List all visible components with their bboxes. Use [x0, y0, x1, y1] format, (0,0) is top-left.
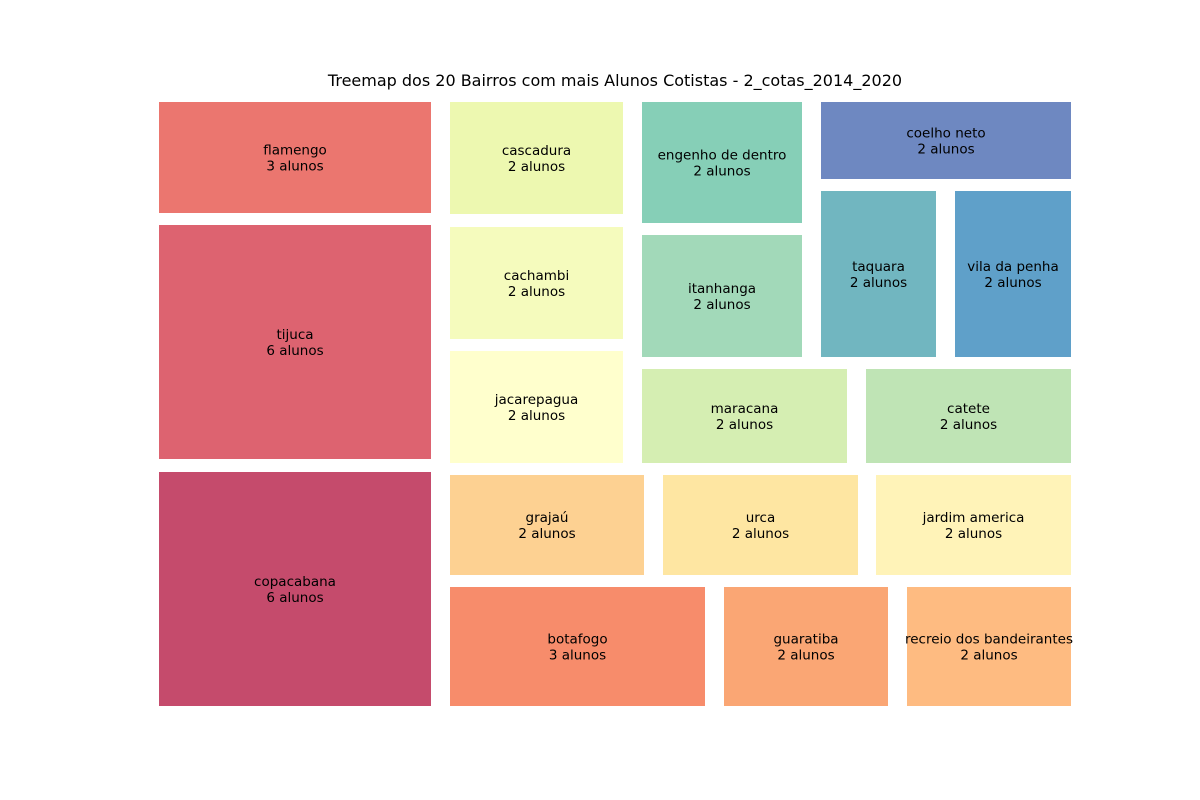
- tile-name-label: jardim america: [922, 510, 1025, 526]
- treemap-tile-rect: [450, 475, 644, 575]
- tile-value-label: 2 alunos: [945, 526, 1002, 542]
- treemap-tile-rect: [821, 102, 1071, 179]
- treemap-tile-rect: [450, 102, 623, 214]
- tile-value-label: 2 alunos: [693, 297, 750, 313]
- tile-name-label: maracana: [711, 401, 779, 417]
- tile-value-label: 2 alunos: [508, 408, 565, 424]
- tile-name-label: coelho neto: [906, 126, 985, 142]
- tile-name-label: urca: [746, 510, 776, 526]
- tile-name-label: guaratiba: [773, 632, 838, 648]
- tile-value-label: 2 alunos: [716, 417, 773, 433]
- treemap-tile-rect: [642, 235, 802, 357]
- tile-value-label: 2 alunos: [850, 275, 907, 291]
- tile-value-label: 2 alunos: [960, 648, 1017, 664]
- tile-value-label: 2 alunos: [508, 284, 565, 300]
- treemap-tile-rect: [450, 227, 623, 339]
- treemap-tile-rect: [450, 587, 705, 706]
- tile-name-label: vila da penha: [967, 259, 1058, 275]
- treemap-tile-rect: [866, 369, 1071, 463]
- tile-name-label: catete: [947, 401, 990, 417]
- tile-name-label: botafogo: [547, 632, 607, 648]
- treemap-tile-rect: [450, 351, 623, 463]
- tile-name-label: tijuca: [276, 327, 313, 343]
- tile-value-label: 2 alunos: [693, 164, 750, 180]
- treemap-tile-rect: [907, 587, 1071, 706]
- tile-value-label: 6 alunos: [266, 590, 323, 606]
- tile-name-label: grajaú: [526, 510, 569, 526]
- tile-name-label: copacabana: [254, 574, 336, 590]
- tile-name-label: flamengo: [263, 143, 327, 159]
- treemap-tile-rect: [159, 472, 431, 706]
- treemap-tile-rect: [663, 475, 858, 575]
- tile-value-label: 3 alunos: [266, 159, 323, 175]
- tile-name-label: taquara: [852, 259, 905, 275]
- tile-value-label: 6 alunos: [266, 343, 323, 359]
- tile-name-label: itanhanga: [688, 281, 756, 297]
- tile-value-label: 2 alunos: [732, 526, 789, 542]
- treemap-tile-rect: [642, 102, 802, 223]
- treemap-tile-rect: [724, 587, 888, 706]
- tile-value-label: 2 alunos: [508, 159, 565, 175]
- treemap-tile-rect: [821, 191, 936, 357]
- treemap-tile-rect: [159, 225, 431, 459]
- tile-value-label: 2 alunos: [917, 142, 974, 158]
- tile-name-label: jacarepagua: [494, 392, 579, 408]
- treemap-tile-rect: [159, 102, 431, 213]
- tile-value-label: 2 alunos: [518, 526, 575, 542]
- tile-value-label: 2 alunos: [940, 417, 997, 433]
- chart-title: Treemap dos 20 Bairros com mais Alunos C…: [327, 71, 903, 90]
- tile-name-label: engenho de dentro: [658, 148, 787, 164]
- treemap-tile-rect: [876, 475, 1071, 575]
- tile-value-label: 2 alunos: [777, 648, 834, 664]
- tile-value-label: 2 alunos: [984, 275, 1041, 291]
- tile-name-label: recreio dos bandeirantes: [905, 632, 1073, 648]
- treemap-tile-rect: [642, 369, 847, 463]
- treemap-tile-rect: [955, 191, 1071, 357]
- tile-value-label: 3 alunos: [549, 648, 606, 664]
- tile-name-label: cachambi: [504, 268, 569, 284]
- tile-name-label: cascadura: [502, 143, 571, 159]
